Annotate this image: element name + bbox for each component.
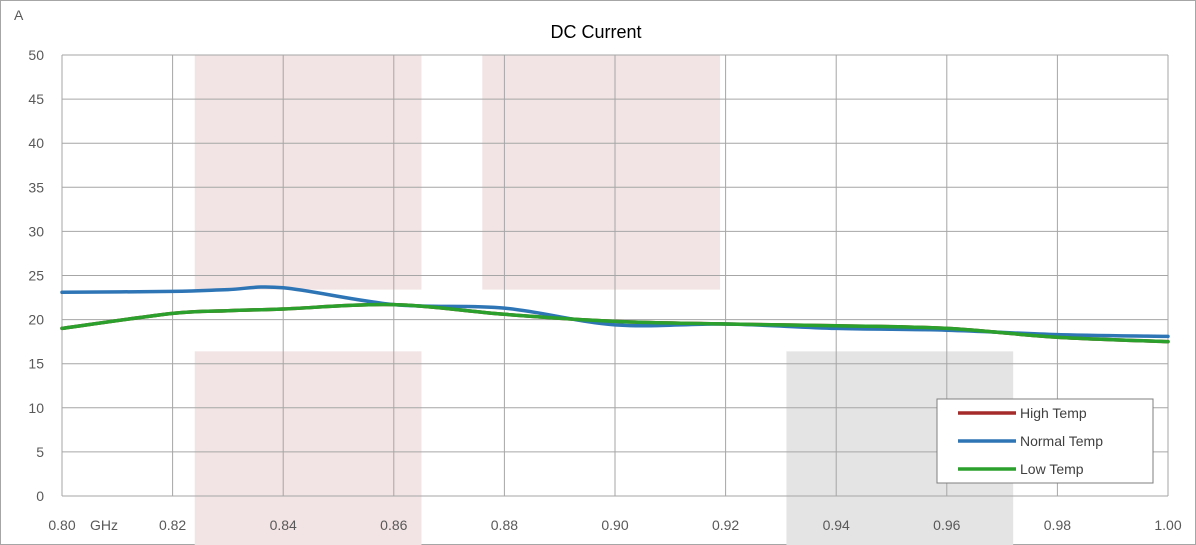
- y-axis-unit-label: A: [14, 7, 24, 23]
- legend: High Temp Normal Temp Low Temp: [936, 398, 1154, 484]
- shaded-band-3: [482, 55, 721, 290]
- shaded-bands: [194, 55, 1014, 545]
- y-tick-label: 10: [28, 400, 44, 416]
- x-tick-label: 0.86: [380, 517, 407, 533]
- y-tick-label: 25: [28, 268, 44, 284]
- y-tick-label: 45: [28, 91, 44, 107]
- series-line-low-temp: [60, 302, 1170, 344]
- y-tick-label: 5: [36, 444, 44, 460]
- y-tick-label: 0: [36, 488, 44, 504]
- legend-label: Normal Temp: [1020, 433, 1103, 449]
- x-tick-label: 0.98: [1044, 517, 1071, 533]
- x-tick-label: 0.88: [491, 517, 518, 533]
- y-tick-label: 30: [28, 223, 44, 239]
- chart-title: DC Current: [550, 22, 641, 42]
- x-tick-label: 0.82: [159, 517, 186, 533]
- x-tick-label: 0.84: [270, 517, 297, 533]
- tick-labels: 0.80 0.82 0.84 0.86 0.88 0.90 0.92 0.94 0.96 0.98…: [28, 47, 1181, 533]
- legend-label: High Temp: [1020, 405, 1087, 421]
- x-axis-unit-label: GHz: [90, 517, 118, 533]
- series-lines: [60, 285, 1170, 344]
- y-tick-label: 15: [28, 356, 44, 372]
- y-tick-label: 50: [28, 47, 44, 63]
- shaded-band-1: [194, 55, 422, 290]
- x-tick-label: 0.96: [933, 517, 960, 533]
- y-tick-label: 40: [28, 135, 44, 151]
- legend-label: Low Temp: [1020, 461, 1084, 477]
- x-tick-label: 0.90: [601, 517, 628, 533]
- x-tick-label: 0.80: [48, 517, 75, 533]
- x-tick-label: 1.00: [1154, 517, 1181, 533]
- y-tick-label: 35: [28, 179, 44, 195]
- y-tick-label: 20: [28, 312, 44, 328]
- x-tick-label: 0.94: [823, 517, 850, 533]
- x-tick-label: 0.92: [712, 517, 739, 533]
- shaded-band-2: [194, 351, 422, 545]
